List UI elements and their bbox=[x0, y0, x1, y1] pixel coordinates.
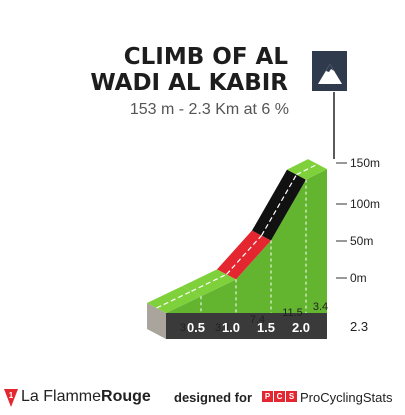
ribbon-dash bbox=[260, 174, 298, 236]
ribbon-dash bbox=[296, 163, 318, 176]
ribbon-dash bbox=[191, 273, 227, 292]
x-tick-label: 0.5 bbox=[187, 320, 205, 335]
y-tick-label: 150m bbox=[350, 156, 380, 170]
profile-front-face bbox=[166, 169, 327, 313]
footer: 1 La FlammeRouge designed for P C S ProC… bbox=[0, 380, 405, 415]
gradient-label: 7.4 bbox=[250, 314, 265, 326]
svg-text:1: 1 bbox=[9, 391, 14, 400]
x-tick-label: 1.0 bbox=[222, 320, 240, 335]
gradient-label: 3.3 bbox=[180, 322, 195, 334]
ribbon-dash bbox=[226, 235, 262, 275]
chart-subtitle: 153 m - 2.3 Km at 6 % bbox=[129, 101, 289, 118]
title-line-1: CLIMB OF AL bbox=[123, 44, 288, 70]
labels-layer: 3.3 3.1 7.4 11.5 3.4 0.5 1.0 1.5 2.0 2.3 150m 100m 5… bbox=[180, 156, 380, 335]
mountain-icon bbox=[312, 51, 347, 91]
ribbon-dash bbox=[156, 290, 192, 309]
y-tick-label: 50m bbox=[350, 234, 373, 248]
brand-prefix: La Flamme bbox=[21, 388, 102, 405]
x-tick-label: 2.0 bbox=[292, 320, 310, 335]
pcs-letter: S bbox=[286, 391, 297, 402]
y-tick-label: 100m bbox=[350, 197, 380, 211]
profile-layer bbox=[147, 159, 327, 339]
ground-band bbox=[166, 313, 327, 339]
gradient-label: 3.1 bbox=[215, 322, 230, 334]
x-tick-label: 1.5 bbox=[257, 320, 275, 335]
brand-name: La FlammeRouge bbox=[21, 388, 151, 406]
pcs-letter: C bbox=[274, 391, 285, 402]
side-wall bbox=[147, 303, 166, 339]
pcs-letter: P bbox=[262, 391, 273, 402]
title-line-2: WADI AL KABIR bbox=[90, 70, 288, 96]
x-end-label: 2.3 bbox=[350, 319, 368, 334]
designed-for-label: designed for bbox=[174, 390, 253, 405]
pcs-name: ProCyclingStats bbox=[300, 390, 393, 405]
flame-logo-icon: 1 bbox=[4, 389, 18, 407]
pcs-logo: P C S bbox=[262, 391, 297, 402]
climb-profile-chart: 3.3 3.1 7.4 11.5 3.4 0.5 1.0 1.5 2.0 2.3 150m 100m 5… bbox=[147, 51, 380, 339]
brand-suffix: Rouge bbox=[101, 388, 151, 405]
gradient-label: 11.5 bbox=[282, 307, 303, 319]
gradient-label: 3.4 bbox=[313, 301, 328, 313]
y-tick-label: 0m bbox=[350, 271, 367, 285]
chart-title: CLIMB OF AL WADI AL KABIR bbox=[90, 44, 288, 96]
